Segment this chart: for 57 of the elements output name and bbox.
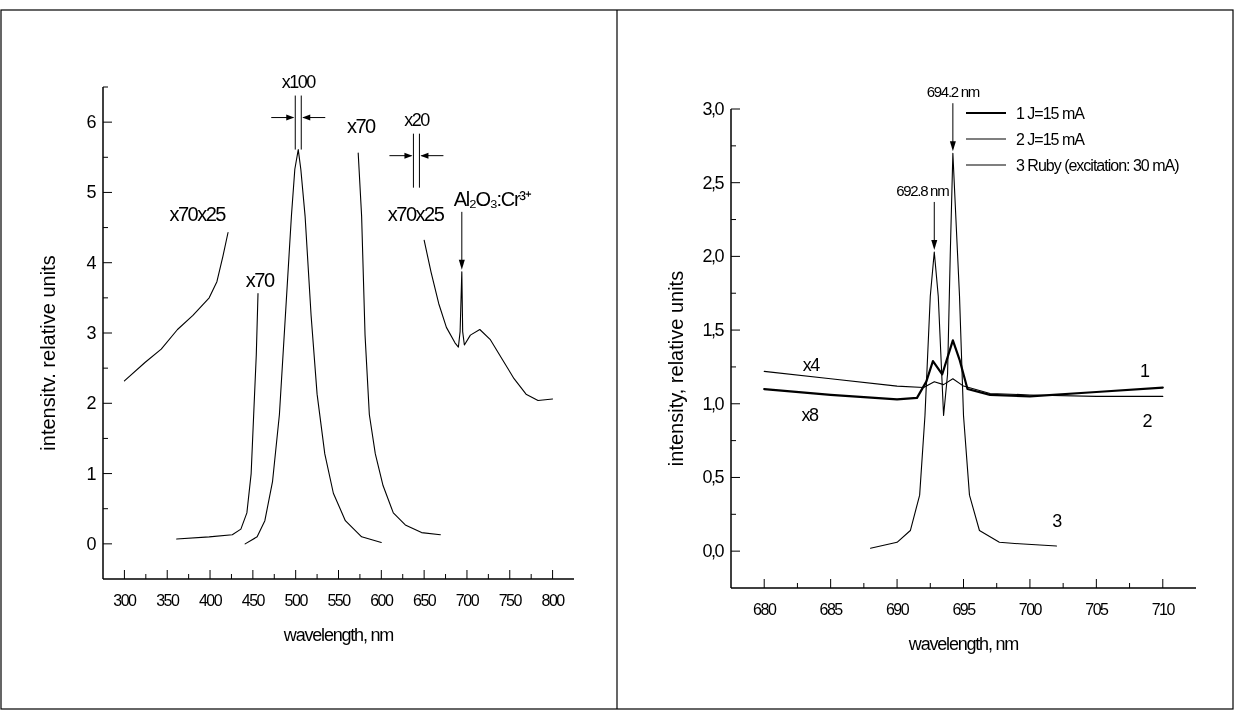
- x-tick-label: 750: [498, 592, 523, 609]
- line-series: [176, 293, 259, 540]
- annotation: x100: [281, 71, 317, 92]
- annotation: 692.8 nm: [896, 181, 950, 199]
- line-series: [423, 239, 554, 402]
- x-tick-label: 710: [1151, 601, 1176, 618]
- annotation: 2: [1142, 410, 1153, 431]
- annotation: x20: [404, 109, 431, 130]
- y-tick-label: 1,0: [702, 393, 725, 414]
- line-series: [123, 231, 229, 382]
- y-tick-label: 5: [86, 182, 97, 203]
- y-tick-label: 0,0: [702, 541, 725, 562]
- x-tick-label: 690: [885, 601, 910, 618]
- y-tick-label: 1,5: [702, 320, 725, 341]
- y-tick-label: 0,5: [702, 467, 725, 488]
- annotation: x70x25: [169, 202, 227, 225]
- x-tick-label: 800: [541, 592, 566, 609]
- x-tick-label: 550: [327, 592, 352, 609]
- annotation: x70: [346, 114, 377, 137]
- x-tick-label: 680: [753, 601, 777, 618]
- y-tick-label: 2: [86, 393, 97, 414]
- x-tick-label: 600: [370, 592, 395, 609]
- annotation: Al₂O₃:Cr³⁺: [453, 187, 532, 210]
- x-axis-title: wavelength, nm: [282, 625, 394, 645]
- legend-label: 3 Ruby (excitation: 30 mA): [1016, 157, 1180, 174]
- x-tick-label: 700: [1018, 601, 1043, 618]
- y-tick-label: 6: [86, 112, 97, 133]
- y-tick-label: 1: [86, 463, 97, 484]
- x-tick-label: 685: [819, 601, 844, 618]
- y-axis-title: intensitv. relative units: [37, 255, 59, 451]
- x-tick-label: 450: [241, 592, 266, 609]
- y-axis-title: intensity, relative units: [665, 270, 687, 467]
- y-tick-label: 3: [86, 323, 97, 343]
- annotation: 694.2 nm: [926, 83, 980, 101]
- x-tick-label: 350: [156, 592, 180, 609]
- annotation: 3: [1052, 511, 1063, 532]
- legend-label: 2 J=15 mA: [1016, 131, 1086, 148]
- x-tick-label: 700: [455, 592, 480, 609]
- y-tick-label: 3,0: [702, 99, 725, 119]
- line-series: [244, 149, 382, 545]
- y-tick-label: 2,0: [702, 246, 725, 267]
- legend-label: 1 J=15 mA: [1016, 105, 1086, 122]
- annotation: x70: [245, 269, 275, 292]
- annotation: x4: [802, 354, 821, 375]
- x-tick-label: 705: [1085, 601, 1110, 618]
- x-tick-label: 300: [113, 592, 138, 609]
- y-tick-label: 0: [86, 533, 97, 554]
- x-tick-label: 500: [284, 592, 309, 609]
- x-axis-title: wavelength, nm: [907, 634, 1019, 654]
- x-tick-label: 695: [952, 601, 977, 618]
- y-tick-label: 4: [86, 252, 97, 273]
- annotation: 1: [1139, 360, 1150, 381]
- x-tick-label: 400: [198, 592, 223, 609]
- annotation: x70x25: [387, 202, 445, 225]
- x-tick-label: 650: [413, 592, 437, 609]
- y-tick-label: 2,5: [702, 172, 725, 193]
- annotation: x8: [801, 405, 819, 426]
